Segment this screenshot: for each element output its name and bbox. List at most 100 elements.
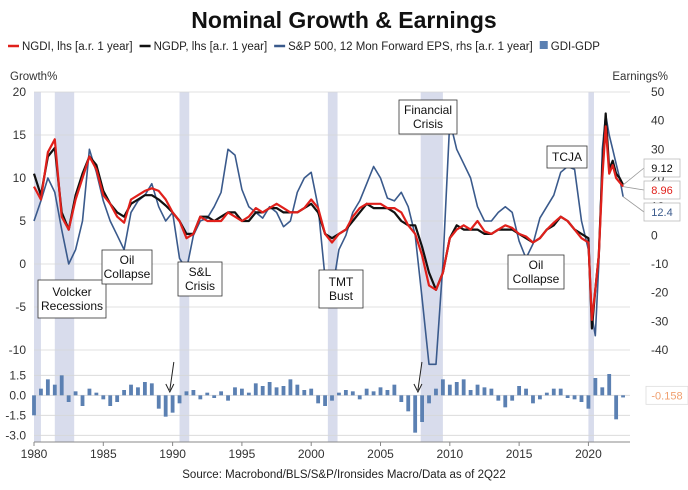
annotation-text: Recessions [41, 299, 103, 313]
gdi-gdp-bar [66, 395, 71, 402]
gdi-gdp-bar [551, 388, 556, 396]
gdi-gdp-bar [302, 390, 307, 396]
gdi-gdp-bar [364, 388, 369, 396]
annotation-text: S&L [189, 265, 212, 279]
y-tick-right: -20 [651, 286, 669, 300]
source-note: Source: Macrobond/BLS/S&P/Ironsides Macr… [182, 469, 505, 481]
gdi-gdp-bar [253, 383, 258, 396]
gdi-gdp-bar [579, 395, 584, 402]
gdi-gdp-bar [219, 391, 224, 396]
gdi-gdp-bar [558, 388, 563, 396]
y-tick-bottom: 0.0 [9, 388, 26, 402]
gdi-gdp-bar [475, 384, 480, 396]
x-tick-label: 2010 [436, 447, 463, 461]
gdi-gdp-bar [385, 390, 390, 396]
end-label-gap-box [645, 385, 688, 405]
annotation-text: Financial [404, 103, 452, 117]
end-label-gap: -0.158 [651, 390, 682, 402]
annotation-text: Collapse [104, 267, 151, 281]
annotation-text: Oil [120, 253, 135, 267]
gdi-gdp-bar [32, 395, 36, 416]
y-tick-left: -10 [9, 343, 27, 357]
end-label-eps-leader [622, 196, 645, 213]
gdi-gdp-bar [413, 395, 418, 433]
arrow-shaft-1 [417, 361, 423, 391]
annotation-text: Crisis [413, 117, 443, 131]
gdi-gdp-bar [295, 384, 300, 396]
gdi-gdp-bar [524, 388, 528, 396]
gdi-gdp-bar [191, 390, 196, 396]
y-tick-right: 30 [651, 142, 665, 156]
end-label-ngdi-box [643, 180, 681, 200]
gdi-gdp-bar [149, 383, 154, 396]
annotation-box-2 [177, 261, 223, 297]
gdi-gdp-bar [212, 395, 217, 398]
end-label-ngdp-leader [622, 167, 645, 186]
end-label-ngdp-box [643, 158, 681, 178]
gdi-gdp-bar [371, 391, 376, 396]
annotation-box-0 [37, 279, 107, 319]
chart-title: Nominal Growth & Earnings [191, 7, 496, 33]
x-tick-label: 2015 [506, 447, 533, 461]
gdi-gdp-bar [59, 375, 64, 396]
y-axis-title-right: Earnings% [612, 71, 668, 83]
gdi-gdp-bar [357, 395, 362, 400]
gdi-gdp-bar [461, 379, 466, 396]
gdi-gdp-bar [420, 395, 424, 422]
gdi-gdp-bar [614, 395, 619, 420]
gdi-gdp-bar [184, 391, 189, 396]
gdi-gdp-bar [156, 395, 161, 409]
series-line-2 [33, 114, 624, 366]
gdi-gdp-bar [73, 391, 78, 396]
arrow-shaft-0 [169, 361, 175, 391]
gdi-gdp-bar [163, 395, 168, 417]
end-label-eps-box [643, 202, 681, 222]
gdi-gdp-bar [45, 379, 50, 396]
annotation-text: Collapse [513, 272, 560, 286]
gdi-gdp-bar [198, 395, 203, 400]
annotation-text: Volcker [52, 285, 91, 299]
y-axis-title-left: Growth% [10, 71, 57, 83]
y-tick-left: 10 [13, 171, 27, 185]
y-tick-right: 50 [651, 85, 665, 99]
recession-band-5 [588, 92, 594, 442]
gdi-gdp-bar [517, 386, 522, 396]
x-tick-label: 1990 [159, 447, 186, 461]
recession-band-1 [54, 92, 75, 442]
gdi-gdp-bar [260, 386, 265, 396]
annotation-box-3 [318, 269, 364, 309]
legend-label-0: NGDI, lhs [a.r. 1 year] [22, 41, 133, 53]
gdi-gdp-bar [510, 395, 515, 401]
gdi-gdp-bar [538, 395, 542, 400]
series-line-0 [33, 125, 624, 321]
gdi-gdp-bar [482, 387, 487, 396]
legend-label-2: S&P 500, 12 Mon Forward EPS, rhs [a.r. 1… [288, 41, 533, 53]
gdi-gdp-bar [468, 390, 473, 396]
y-tick-bottom: -3.0 [5, 428, 26, 442]
gdi-gdp-bar [246, 392, 251, 396]
gdi-gdp-bar [129, 384, 133, 396]
gdi-gdp-bar [142, 382, 147, 396]
x-tick-label: 1985 [90, 447, 117, 461]
gdi-gdp-bar [531, 395, 535, 404]
annotation-text: Oil [529, 258, 544, 272]
y-tick-left: 15 [13, 128, 27, 142]
gdi-gdp-bar [80, 395, 85, 406]
end-label-ngdp: 9.12 [651, 163, 672, 175]
gdi-gdp-bar [440, 379, 445, 396]
gdi-gdp-bar [392, 384, 397, 396]
y-tick-bottom: -1.5 [5, 408, 26, 422]
end-label-ngdi-leader [623, 186, 645, 191]
gdi-gdp-bar [39, 388, 43, 396]
gdi-gdp-bar [281, 386, 286, 396]
y-tick-left: 5 [19, 214, 26, 228]
annotation-box-4 [398, 99, 458, 135]
x-tick-label: 2020 [575, 447, 602, 461]
y-tick-right: 40 [651, 114, 665, 128]
y-tick-right: 0 [651, 228, 658, 242]
annotation-text: Crisis [185, 279, 215, 293]
gdi-gdp-bar [94, 392, 99, 396]
gdi-gdp-bar [454, 382, 459, 396]
